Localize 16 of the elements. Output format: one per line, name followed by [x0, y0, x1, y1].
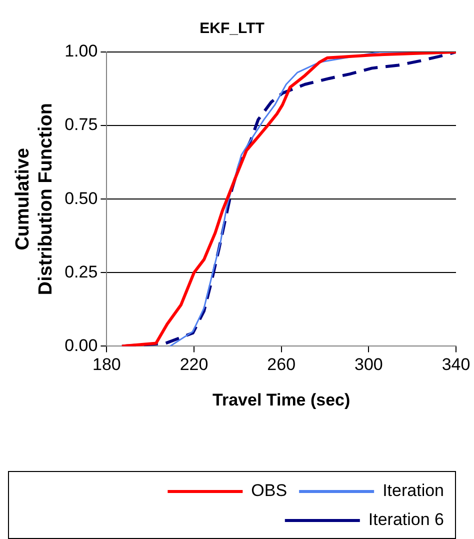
x-tick-label: 340	[442, 355, 470, 374]
x-axis-title: Travel Time (sec)	[212, 390, 350, 410]
x-tick-label: 180	[92, 355, 121, 374]
x-tick-label: 220	[180, 355, 208, 374]
y-tick-label: 0.75	[64, 115, 98, 134]
y-tick-label: 0.25	[64, 262, 98, 282]
chart-title: EKF_LTT	[200, 20, 264, 38]
x-tick-label: 300	[354, 355, 383, 374]
legend-label: OBS	[251, 481, 288, 500]
x-tick-label: 260	[267, 355, 296, 374]
y-tick-label: 0.00	[64, 336, 98, 355]
legend-label: Iteration	[382, 481, 444, 500]
y-tick-label: 1.00	[64, 42, 98, 61]
y-axis-title: Cumulative Distribution Function	[12, 103, 56, 296]
legend-label: Iteration 6	[368, 510, 444, 530]
y-tick-label: 0.50	[64, 188, 98, 208]
